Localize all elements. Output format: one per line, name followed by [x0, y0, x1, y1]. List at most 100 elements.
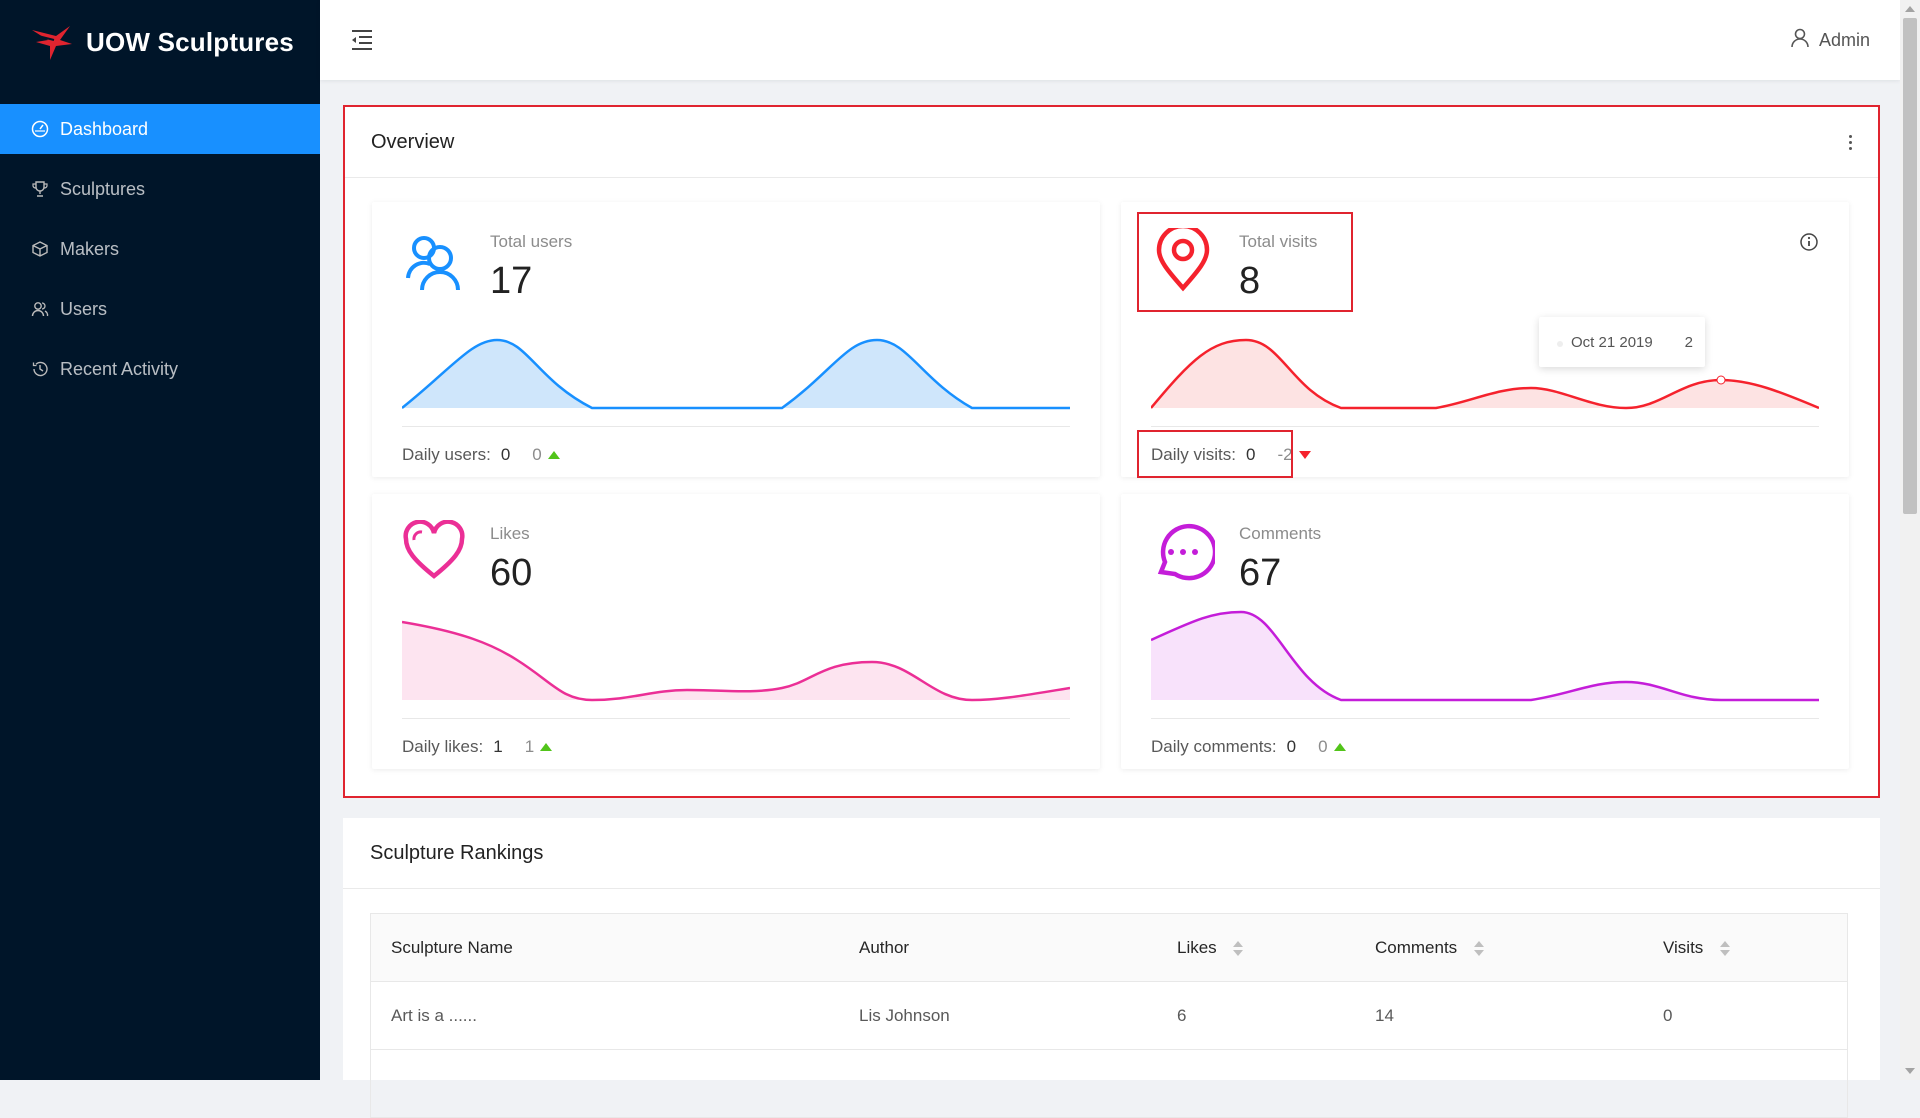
column-header-author: Author [859, 937, 910, 957]
sidebar-item-recent-activity[interactable]: Recent Activity [0, 344, 320, 394]
sidebar-item-users[interactable]: Users [0, 284, 320, 334]
daily-label: Daily likes: [402, 737, 484, 756]
stat-divider [1151, 718, 1819, 719]
stat-card-likes: Likes 60 Daily likes: 1 1 [372, 494, 1100, 769]
column-label: Comments [1375, 937, 1458, 957]
sidebar-menu: Dashboard Sculptures Makers Users Recent… [0, 104, 320, 404]
tooltip-value: 2 [1684, 333, 1693, 351]
user-menu[interactable]: Admin [1791, 28, 1870, 53]
sort-icon[interactable] [1233, 940, 1244, 956]
highlight-box [1137, 430, 1293, 478]
column-header-likes[interactable]: Likes [1157, 938, 1355, 958]
column-header-name: Sculpture Name [391, 937, 513, 957]
table-header-row: Sculpture Name Author Likes Comments Vis… [371, 914, 1847, 982]
stat-value: 60 [490, 552, 533, 594]
caret-up-icon [547, 451, 560, 459]
app-logo[interactable]: UOW Sculptures [30, 22, 294, 62]
sort-icon[interactable] [1720, 940, 1731, 956]
stat-label: Comments [1239, 524, 1322, 543]
sidebar-item-label: Users [60, 298, 108, 319]
stat-divider [402, 426, 1070, 427]
menu-fold-icon[interactable] [350, 29, 374, 56]
history-icon [30, 359, 50, 379]
stat-footer: Daily users: 0 0 [402, 445, 560, 465]
heart-icon [403, 520, 465, 579]
scroll-up-arrow-icon[interactable] [1905, 6, 1915, 12]
daily-value: 0 [1286, 737, 1297, 756]
trend-value: 1 [524, 737, 535, 756]
likes-sparkline[interactable] [402, 602, 1070, 714]
column-label: Likes [1177, 937, 1217, 957]
sort-icon[interactable] [1473, 940, 1484, 956]
stat-label: Likes [490, 524, 530, 543]
trend-indicator: 0 [1318, 737, 1346, 757]
trend-indicator: 0 [532, 445, 560, 465]
column-label: Visits [1663, 937, 1704, 957]
sidebar-item-sculptures[interactable]: Sculptures [0, 164, 320, 214]
sidebar-item-label: Recent Activity [60, 358, 179, 379]
sidebar-item-label: Sculptures [60, 178, 146, 199]
team-icon [406, 236, 460, 291]
cube-icon [30, 239, 50, 259]
daily-value: 0 [500, 445, 511, 464]
info-icon[interactable] [1799, 232, 1819, 257]
caret-down-icon [1298, 451, 1311, 459]
user-icon [1791, 28, 1809, 53]
trend-indicator: 1 [524, 737, 553, 757]
app-title: UOW Sculptures [86, 26, 294, 57]
overview-panel: Overview Total users 17 Daily users: 0 0 [343, 105, 1880, 798]
stat-card-users: Total users 17 Daily users: 0 0 [372, 202, 1100, 477]
overview-title: Overview [371, 130, 455, 153]
stat-footer: Daily comments: 0 0 [1151, 737, 1346, 757]
bird-logo-icon [32, 26, 72, 60]
dashboard-icon [30, 119, 50, 139]
page-scrollbar[interactable] [1900, 0, 1920, 1080]
trend-indicator: -2 [1277, 445, 1311, 465]
table-row[interactable]: Art is a ...... Lis Johnson 6 14 0 [371, 982, 1847, 1050]
sidebar-item-dashboard[interactable]: Dashboard [0, 104, 320, 154]
column-header-visits[interactable]: Visits [1643, 938, 1843, 958]
rankings-title: Sculpture Rankings [370, 841, 544, 864]
scroll-thumb[interactable] [1903, 18, 1917, 514]
more-options-icon[interactable] [1849, 134, 1852, 150]
user-name: Admin [1818, 30, 1870, 50]
table-row[interactable] [371, 1050, 1847, 1118]
cell-visits: 0 [1663, 1005, 1673, 1025]
users-sparkline[interactable] [402, 310, 1070, 422]
stat-divider [402, 718, 1070, 719]
trend-value: 0 [1318, 737, 1328, 756]
sidebar: UOW Sculptures Dashboard Sculptures Make… [0, 0, 320, 1080]
chat-bubble-icon [1157, 523, 1215, 581]
caret-up-icon [540, 743, 553, 751]
trophy-icon [30, 179, 50, 199]
stat-value: 17 [490, 260, 533, 302]
daily-label: Daily visits: [1151, 445, 1237, 464]
daily-label: Daily users: [402, 445, 491, 464]
comments-sparkline[interactable] [1151, 602, 1819, 714]
sidebar-item-makers[interactable]: Makers [0, 224, 320, 274]
cell-author: Lis Johnson [859, 1005, 950, 1025]
cell-likes: 6 [1177, 1005, 1187, 1025]
tooltip-date: Oct 21 2019 [1571, 333, 1653, 351]
top-header: Admin [320, 0, 1900, 80]
caret-up-icon [1333, 743, 1346, 751]
location-pin-icon [1156, 228, 1210, 292]
stat-footer: Daily visits: 0 -2 [1151, 445, 1311, 465]
users-icon [30, 299, 50, 319]
daily-value: 0 [1246, 445, 1256, 464]
sidebar-item-label: Makers [60, 238, 120, 259]
column-header-comments[interactable]: Comments [1355, 938, 1643, 958]
stat-value: 67 [1239, 552, 1282, 594]
visits-sparkline[interactable] [1151, 310, 1819, 422]
stat-value: 8 [1239, 260, 1261, 302]
highlight-box [1137, 212, 1353, 312]
stat-card-comments: Comments 67 Daily comments: 0 0 [1121, 494, 1849, 769]
daily-label: Daily comments: [1151, 737, 1277, 756]
trend-value: -2 [1277, 445, 1293, 464]
stat-footer: Daily likes: 1 1 [402, 737, 553, 757]
scroll-down-arrow-icon[interactable] [1905, 1068, 1915, 1074]
stat-label: Total visits [1239, 232, 1318, 251]
chart-tooltip: Oct 21 2019 2 [1539, 317, 1705, 367]
sidebar-item-label: Dashboard [60, 118, 149, 139]
rankings-header: Sculpture Rankings [343, 818, 1880, 889]
